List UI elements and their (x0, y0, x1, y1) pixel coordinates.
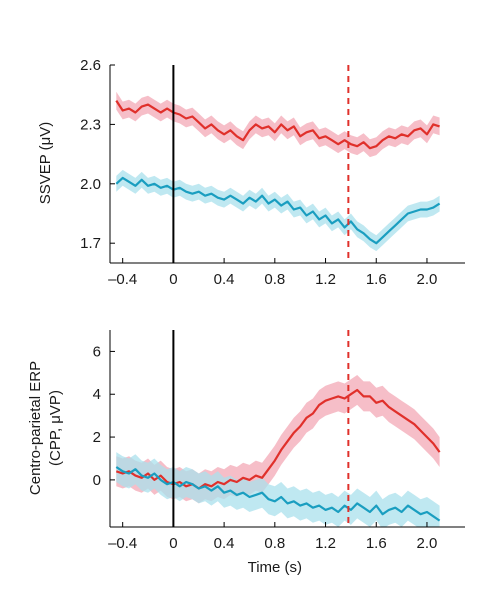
x-tick-label: 1.2 (315, 535, 336, 552)
y-tick-label: 2.3 (80, 116, 101, 133)
y-tick-label: 4 (93, 386, 101, 403)
x-tick-label: 2.0 (417, 271, 438, 288)
x-tick-label: 0.4 (214, 535, 235, 552)
series-line-0 (115, 100, 440, 150)
error-band-series-1 (116, 452, 440, 527)
x-tick-label: –0.4 (108, 535, 137, 552)
y-tick-label: 2.0 (80, 176, 101, 193)
x-tick-label: 1.6 (366, 271, 387, 288)
x-tick-label: 0 (169, 535, 177, 552)
x-tick-label: 0.8 (264, 535, 285, 552)
series-line-1 (115, 466, 441, 522)
y-axis-label: (CPP, μVP) (47, 390, 64, 466)
plot-area (115, 91, 441, 252)
x-tick-label: 0.4 (214, 271, 235, 288)
ssvep-panel: –0.4 0 0.4 0.8 1.2 1.6 2.0 1.7 2.0 2.3 2.6 SSVEP (μ… (37, 57, 465, 288)
x-tick-label: 2.0 (417, 535, 438, 552)
x-tick-label: 0 (169, 271, 177, 288)
error-band-series-1 (116, 169, 440, 252)
x-axis-label: Time (s) (248, 559, 302, 576)
error-band-series-0 (116, 91, 440, 158)
x-tick-label: 1.2 (315, 271, 336, 288)
y-axis-label: SSVEP (μV) (37, 122, 54, 205)
y-tick-label: 6 (93, 343, 101, 360)
y-axis-label: Centro-parietal ERP (27, 361, 44, 495)
y-tick-label: 1.7 (80, 235, 101, 252)
cpp-panel: –0.4 0 0.4 0.8 1.2 1.6 2.0 0 2 4 6 Centro-parietal … (27, 330, 465, 576)
y-tick-label: 2 (93, 429, 101, 446)
x-tick-label: –0.4 (108, 271, 137, 288)
y-tick-label: 2.6 (80, 57, 101, 74)
series-line-1 (115, 176, 441, 245)
x-tick-label: 0.8 (264, 271, 285, 288)
y-tick-label: 0 (93, 472, 101, 489)
plot-area (115, 375, 441, 527)
x-tick-label: 1.6 (366, 535, 387, 552)
